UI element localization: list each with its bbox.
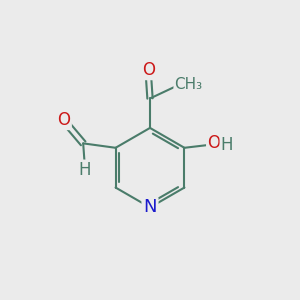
Text: H: H — [78, 161, 91, 179]
Text: O: O — [142, 61, 155, 79]
Text: O: O — [207, 134, 220, 152]
Text: O: O — [58, 111, 70, 129]
Text: CH₃: CH₃ — [174, 77, 202, 92]
Text: H: H — [221, 136, 233, 154]
Text: N: N — [143, 198, 157, 216]
